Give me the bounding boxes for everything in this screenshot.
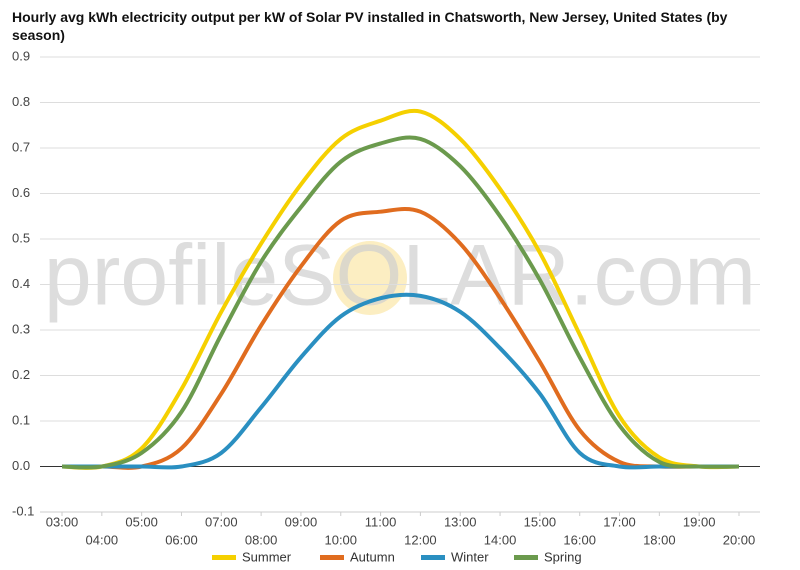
x-tick-label: 07:00 — [205, 514, 238, 529]
y-tick-label: 0.6 — [12, 185, 30, 200]
y-tick-label: -0.1 — [12, 503, 34, 518]
legend-swatch — [320, 555, 344, 560]
chart-title: Hourly avg kWh electricity output per kW… — [12, 9, 728, 43]
y-tick-label: 0.7 — [12, 139, 30, 154]
watermark: profileSOLAR.com — [44, 228, 756, 324]
legend-swatch — [212, 555, 236, 560]
series-line — [62, 292, 739, 470]
y-tick-label: 0.5 — [12, 230, 30, 245]
legend-label: Autumn — [350, 549, 395, 564]
y-tick-label: 0.9 — [12, 48, 30, 63]
series-line — [61, 135, 740, 470]
x-tick-label: 17:00 — [603, 514, 636, 529]
x-tick-label: 19:00 — [683, 514, 716, 529]
y-tick-label: 0.2 — [12, 367, 30, 382]
x-tick-label: 14:00 — [484, 532, 517, 547]
legend-swatch — [421, 555, 445, 560]
y-tick-label: 0.0 — [12, 458, 30, 473]
x-tick-label: 13:00 — [444, 514, 477, 529]
x-tick-label: 06:00 — [165, 532, 198, 547]
legend-label: Spring — [544, 549, 582, 564]
legend-swatch — [514, 555, 538, 560]
x-tick-label: 15:00 — [524, 514, 557, 529]
x-tick-label: 05:00 — [125, 514, 158, 529]
x-tick-label: 09:00 — [285, 514, 318, 529]
series-line — [61, 108, 740, 470]
y-tick-label: 0.3 — [12, 321, 30, 336]
x-tick-label: 16:00 — [563, 532, 596, 547]
legend-label: Winter — [451, 549, 489, 564]
x-tick-label: 12:00 — [404, 532, 437, 547]
x-tick-label: 03:00 — [46, 514, 79, 529]
x-tick-label: 04:00 — [86, 532, 119, 547]
x-tick-label: 08:00 — [245, 532, 278, 547]
x-tick-label: 20:00 — [723, 532, 756, 547]
y-tick-label: 0.1 — [12, 412, 30, 427]
series-line — [62, 206, 739, 470]
legend-label: Summer — [242, 549, 292, 564]
y-tick-label: 0.4 — [12, 276, 30, 291]
x-tick-label: 11:00 — [365, 514, 397, 529]
x-tick-label: 18:00 — [643, 532, 676, 547]
x-tick-label: 10:00 — [324, 532, 357, 547]
y-tick-label: 0.8 — [12, 94, 30, 109]
